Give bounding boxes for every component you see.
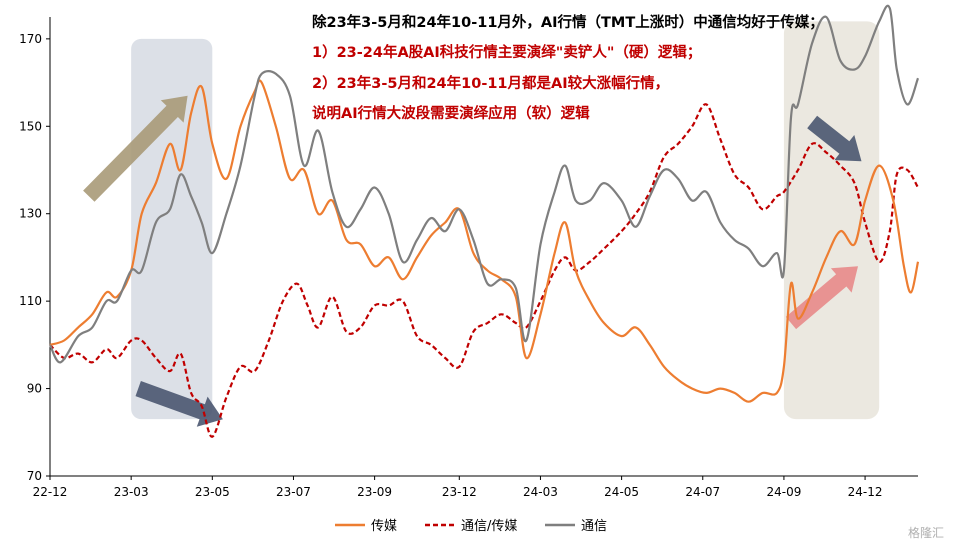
y-tick-label: 110 bbox=[19, 294, 42, 308]
x-tick-label: 23-03 bbox=[114, 485, 149, 499]
arrow-ratio-down-2024 bbox=[807, 115, 862, 162]
highlight-region-2023 bbox=[131, 38, 213, 420]
x-tick-label: 24-09 bbox=[766, 485, 801, 499]
y-axis: 70 90 110 130 150 170 bbox=[19, 17, 51, 483]
legend-label: 传媒 bbox=[371, 519, 397, 534]
y-tick-label: 70 bbox=[27, 469, 42, 483]
arrow-telecom-up-2023 bbox=[83, 95, 188, 202]
highlight-region-2024 bbox=[783, 21, 880, 420]
x-axis: 22-12 23-03 23-05 23-07 23-09 23-12 24-03 24-05… bbox=[33, 475, 918, 499]
series-line-media bbox=[49, 79, 920, 403]
y-tick-label: 130 bbox=[19, 207, 42, 221]
annotation-line-1: 除23年3-5月和24年10-11月外，AI行情（TMT上涨时）中通信均好于传媒… bbox=[312, 15, 824, 31]
x-tick-label: 24-03 bbox=[523, 485, 558, 499]
x-tick-label: 24-07 bbox=[685, 485, 720, 499]
annotation-line-2: 1）23-24年A股AI科技行情主要演绎"卖铲人"（硬）逻辑； bbox=[312, 45, 702, 61]
x-tick-label: 23-05 bbox=[195, 485, 230, 499]
x-tick-label: 24-12 bbox=[848, 485, 883, 499]
trend-arrows bbox=[83, 95, 862, 427]
y-tick-label: 170 bbox=[19, 32, 42, 46]
annotation-line-4: 说明AI行情大波段需要演绎应用（软）逻辑 bbox=[312, 106, 590, 122]
series-line-telecom bbox=[49, 4, 920, 364]
watermark: 格隆汇 bbox=[907, 526, 944, 540]
x-tick-label: 23-09 bbox=[357, 485, 392, 499]
x-tick-label: 23-07 bbox=[276, 485, 311, 499]
y-tick-label: 150 bbox=[19, 119, 42, 133]
legend-label: 通信/传媒 bbox=[461, 519, 517, 534]
series-line-ratio bbox=[49, 103, 919, 438]
annotation-line-3: 2）23年3-5月和24年10-11月都是AI较大涨幅行情， bbox=[312, 76, 670, 92]
legend: 传媒 通信/传媒 通信 bbox=[335, 519, 607, 534]
y-tick-label: 90 bbox=[27, 382, 42, 396]
x-tick-label: 23-12 bbox=[442, 485, 477, 499]
legend-label: 通信 bbox=[581, 519, 607, 534]
x-tick-label: 24-05 bbox=[604, 485, 639, 499]
x-tick-label: 22-12 bbox=[33, 485, 68, 499]
series-lines bbox=[49, 4, 920, 438]
arrow-ratio-down-2023 bbox=[135, 381, 223, 427]
